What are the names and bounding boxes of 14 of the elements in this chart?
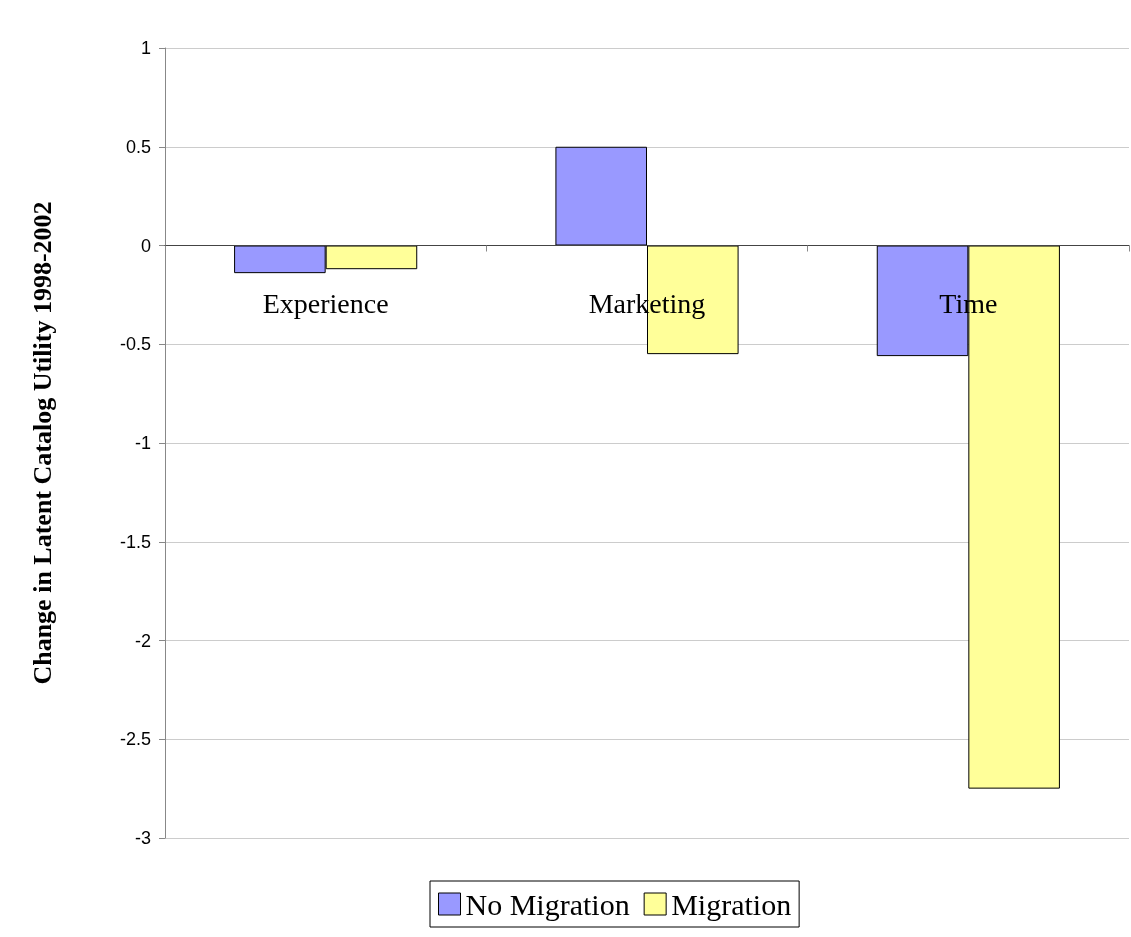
- y-tick-label: -3: [134, 828, 151, 848]
- x-tick-label: Time: [939, 288, 998, 319]
- y-axis-title: Change in Latent Catalog Utility 1998-2002: [27, 201, 57, 685]
- y-tick-label: -0.5: [119, 334, 151, 355]
- y-tick-label: 0.5: [125, 136, 151, 157]
- y-tick-label: 0: [140, 235, 151, 256]
- y-tick-label: -2: [134, 630, 151, 651]
- legend-label: No Migration: [465, 887, 630, 921]
- y-tick-label: 1: [140, 38, 151, 58]
- legend-label: Migration: [671, 887, 792, 921]
- x-tick-label: Experience: [262, 288, 389, 319]
- y-tick-label: -1: [134, 433, 151, 453]
- y-tick-label: -2.5: [119, 729, 151, 750]
- y-tick-label: -1.5: [119, 531, 151, 552]
